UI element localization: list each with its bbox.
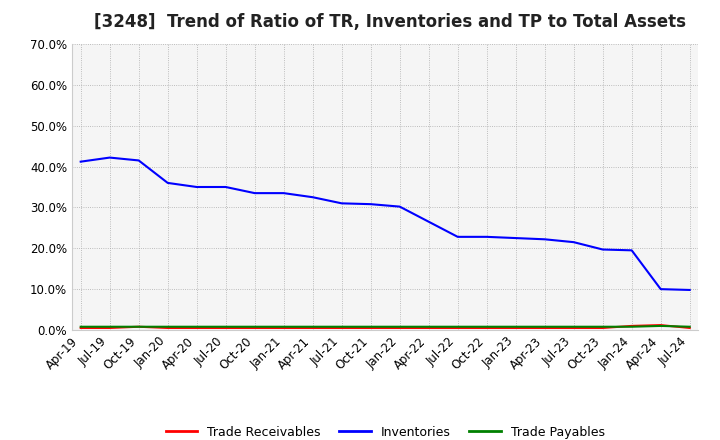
Inventories bbox=[627, 248, 636, 253]
Trade Payables bbox=[308, 324, 317, 330]
Inventories bbox=[279, 191, 288, 196]
Trade Payables bbox=[627, 324, 636, 330]
Inventories bbox=[657, 286, 665, 292]
Inventories bbox=[135, 158, 143, 163]
Trade Payables bbox=[598, 324, 607, 330]
Inventories bbox=[685, 287, 694, 293]
Trade Payables bbox=[105, 324, 114, 330]
Text: [3248]  Trend of Ratio of TR, Inventories and TP to Total Assets: [3248] Trend of Ratio of TR, Inventories… bbox=[94, 13, 685, 31]
Inventories bbox=[598, 247, 607, 252]
Inventories bbox=[105, 155, 114, 160]
Trade Payables bbox=[76, 324, 85, 330]
Trade Receivables bbox=[338, 325, 346, 330]
Inventories bbox=[163, 180, 172, 186]
Trade Receivables bbox=[135, 324, 143, 330]
Trade Payables bbox=[221, 324, 230, 330]
Inventories bbox=[482, 234, 491, 239]
Trade Payables bbox=[482, 324, 491, 330]
Inventories bbox=[570, 239, 578, 245]
Inventories bbox=[338, 201, 346, 206]
Trade Receivables bbox=[570, 325, 578, 330]
Trade Receivables bbox=[511, 325, 520, 330]
Trade Receivables bbox=[627, 323, 636, 329]
Trade Receivables bbox=[454, 325, 462, 330]
Inventories bbox=[76, 159, 85, 164]
Trade Payables bbox=[541, 324, 549, 330]
Inventories bbox=[395, 204, 404, 209]
Trade Receivables bbox=[366, 325, 375, 330]
Trade Receivables bbox=[105, 325, 114, 330]
Inventories bbox=[454, 234, 462, 239]
Trade Receivables bbox=[192, 325, 201, 330]
Trade Payables bbox=[570, 324, 578, 330]
Inventories bbox=[424, 219, 433, 224]
Trade Receivables bbox=[657, 323, 665, 328]
Inventories bbox=[192, 184, 201, 190]
Trade Payables bbox=[454, 324, 462, 330]
Legend: Trade Receivables, Inventories, Trade Payables: Trade Receivables, Inventories, Trade Pa… bbox=[161, 421, 610, 440]
Inventories bbox=[366, 202, 375, 207]
Inventories bbox=[251, 191, 259, 196]
Trade Payables bbox=[657, 323, 665, 329]
Trade Payables bbox=[192, 324, 201, 330]
Inventories bbox=[511, 235, 520, 241]
Trade Payables bbox=[279, 324, 288, 330]
Trade Receivables bbox=[395, 325, 404, 330]
Trade Receivables bbox=[598, 325, 607, 330]
Trade Receivables bbox=[308, 325, 317, 330]
Trade Receivables bbox=[482, 325, 491, 330]
Trade Receivables bbox=[163, 325, 172, 330]
Inventories bbox=[221, 184, 230, 190]
Trade Payables bbox=[163, 324, 172, 330]
Trade Payables bbox=[424, 324, 433, 330]
Trade Receivables bbox=[541, 325, 549, 330]
Trade Receivables bbox=[221, 325, 230, 330]
Trade Receivables bbox=[76, 325, 85, 330]
Trade Payables bbox=[251, 324, 259, 330]
Line: Trade Payables: Trade Payables bbox=[81, 326, 690, 327]
Trade Receivables bbox=[251, 325, 259, 330]
Trade Payables bbox=[395, 324, 404, 330]
Trade Payables bbox=[135, 324, 143, 330]
Inventories bbox=[308, 194, 317, 200]
Trade Payables bbox=[685, 324, 694, 330]
Line: Inventories: Inventories bbox=[81, 158, 690, 290]
Trade Receivables bbox=[424, 325, 433, 330]
Trade Receivables bbox=[685, 325, 694, 330]
Line: Trade Receivables: Trade Receivables bbox=[81, 325, 690, 328]
Trade Payables bbox=[366, 324, 375, 330]
Trade Payables bbox=[338, 324, 346, 330]
Trade Payables bbox=[511, 324, 520, 330]
Trade Receivables bbox=[279, 325, 288, 330]
Inventories bbox=[541, 237, 549, 242]
